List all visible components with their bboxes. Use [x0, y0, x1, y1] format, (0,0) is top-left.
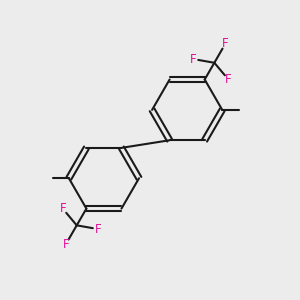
Text: F: F [225, 73, 232, 86]
Text: F: F [63, 238, 69, 250]
Text: F: F [95, 223, 101, 236]
Text: F: F [222, 38, 229, 50]
Text: F: F [190, 52, 196, 65]
Text: F: F [59, 202, 66, 215]
